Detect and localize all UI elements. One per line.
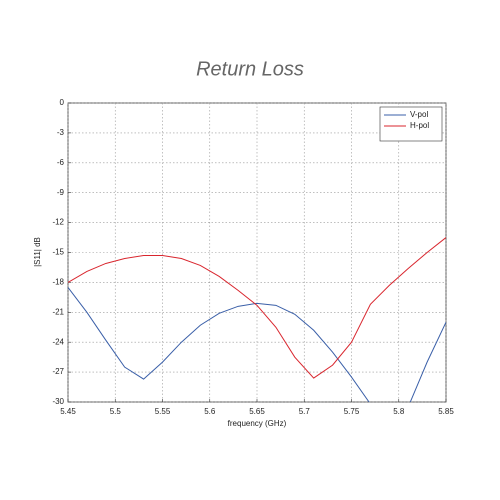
legend-label: H-pol: [410, 121, 429, 130]
y-tick-label: -9: [57, 188, 65, 197]
y-tick-label: -12: [52, 218, 64, 227]
y-tick-label: -21: [52, 307, 64, 316]
x-tick-label: 5.45: [60, 407, 76, 416]
legend-label: V-pol: [410, 110, 428, 119]
series-line: [68, 287, 446, 402]
y-tick-label: -27: [52, 367, 64, 376]
y-tick-label: -3: [57, 128, 65, 137]
y-axis-label: |S11| dB: [33, 237, 42, 267]
x-tick-label: 5.8: [393, 407, 405, 416]
y-tick-label: -30: [52, 397, 64, 406]
chart-title: Return Loss: [196, 58, 304, 80]
legend-box: [379, 106, 443, 142]
x-tick-label: 5.75: [344, 407, 360, 416]
series-line: [68, 237, 446, 379]
x-tick-label: 5.65: [249, 407, 265, 416]
x-tick-label: 5.7: [299, 407, 311, 416]
y-tick-label: 0: [60, 98, 65, 107]
y-tick-label: -15: [52, 248, 64, 257]
x-axis-label: frequency (GHz): [228, 419, 287, 428]
x-tick-label: 5.5: [110, 407, 122, 416]
x-tick-label: 5.85: [438, 407, 454, 416]
y-tick-label: -18: [52, 278, 64, 287]
y-tick-label: -24: [52, 337, 64, 346]
y-tick-label: -6: [57, 158, 65, 167]
x-tick-label: 5.6: [204, 407, 216, 416]
x-tick-label: 5.55: [155, 407, 171, 416]
